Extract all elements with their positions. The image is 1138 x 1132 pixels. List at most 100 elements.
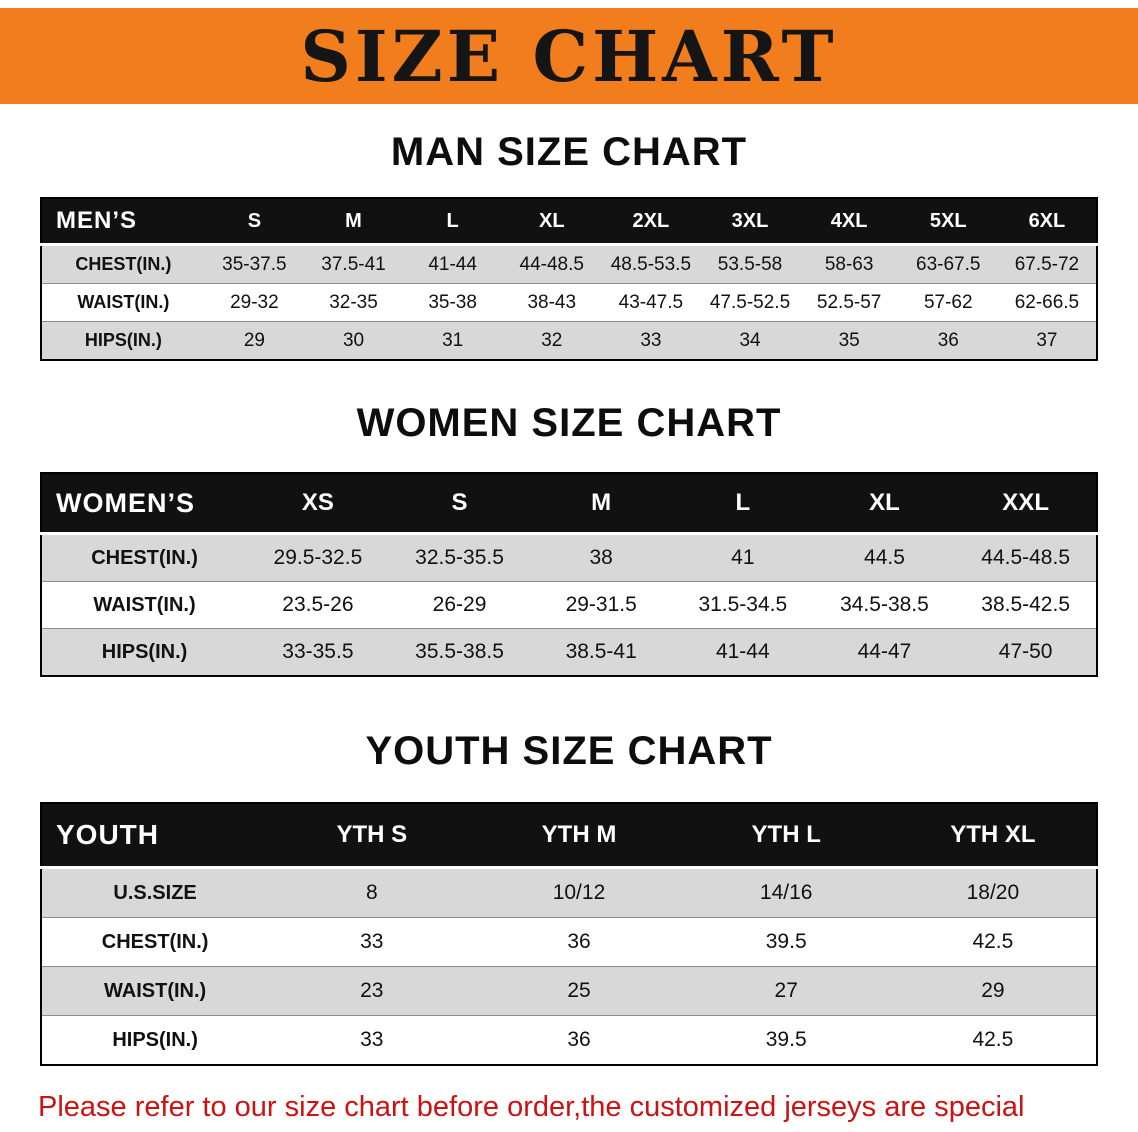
value-cell: 35.5-38.5 [388,628,531,676]
size-header-cell: XXL [955,473,1097,535]
size-header-cell: XL [813,473,956,535]
size-header-cell: YTH L [682,803,890,869]
size-header-cell: S [204,198,304,246]
value-cell: 63-67.5 [916,253,981,275]
table-row: HIPS(IN.) 29 30 31 32 33 34 35 36 37 [41,321,1097,360]
value-cell: 25 [475,966,683,1016]
value-cell: 57-62 [898,283,998,322]
row-label: HIPS(IN.) [41,1015,269,1065]
table-header-row: YOUTH YTH S YTH M YTH L YTH XL [41,803,1097,869]
value-cell: 14/16 [759,881,813,904]
size-header-cell: XS [247,473,389,535]
size-chart-page: { "banner": { "title": "SIZE CHART" }, "… [0,8,1138,1132]
size-header-cell: L [403,198,503,246]
value-cell: 32.5-35.5 [415,546,504,569]
size-header-cell: 4XL [799,198,899,246]
value-cell: 10/12 [552,881,606,904]
value-cell: 47.5-52.5 [700,283,800,322]
value-cell: 35 [799,321,899,360]
size-header-cell: 5XL [898,198,998,246]
size-header-cell: 3XL [700,198,800,246]
value-cell: 32 [502,321,602,360]
value-cell: 36 [475,917,683,967]
value-cell: 29.5-32.5 [273,546,363,569]
value-cell: 38.5-41 [530,628,672,676]
row-label: WAIST(IN.) [41,283,205,322]
size-header-cell: S [388,473,531,535]
size-header-cell: YTH XL [889,803,1097,869]
row-label: HIPS(IN.) [41,628,248,676]
value-cell: 44.5-48.5 [981,546,1071,569]
value-cell: 23 [268,966,476,1016]
value-cell: 62-66.5 [997,283,1097,322]
table-group-label: YOUTH [41,803,269,869]
value-cell: 43-47.5 [601,283,701,322]
value-cell: 42.5 [889,1015,1097,1065]
disclaimer-line-1: Please refer to our size chart before or… [38,1091,1025,1132]
value-cell: 38.5-42.5 [955,581,1097,629]
value-cell: 8 [365,881,378,904]
value-cell: 44-47 [813,628,956,676]
men-section-heading: MAN SIZE CHART [390,130,748,174]
value-cell: 38 [589,546,613,569]
table-row: WAIST(IN.) 29-32 32-35 35-38 38-43 43-47.5 47.… [41,283,1097,322]
value-cell: 27 [682,966,890,1016]
value-cell: 29 [889,966,1097,1016]
value-cell: 30 [303,321,404,360]
row-label: U.S.SIZE [113,881,197,904]
youth-size-section: YOUTH SIZE CHART YOUTH YTH S YTH M YTH L YTH… [0,729,1138,1066]
value-cell: 23.5-26 [247,581,389,629]
men-size-table: MEN’S S M L XL 2XL 3XL 4XL 5XL 6XL CHEST(IN.) 35-37… [40,197,1098,361]
row-label: CHEST(IN.) [41,917,269,967]
value-cell: 34.5-38.5 [813,581,956,629]
table-row: HIPS(IN.) 33 36 39.5 42.5 [41,1015,1097,1065]
table-group-label: MEN’S [41,198,205,246]
value-cell: 58-63 [824,253,874,275]
youth-size-table: YOUTH YTH S YTH M YTH L YTH XL U.S.SIZE 8 10/12… [40,802,1098,1066]
size-chart-banner: SIZE CHART [0,8,1138,104]
size-header-cell: M [530,473,672,535]
value-cell: 39.5 [682,1015,890,1065]
value-cell: 34 [700,321,800,360]
value-cell: 37 [997,321,1097,360]
value-cell: 29 [204,321,304,360]
row-label: CHEST(IN.) [91,546,198,569]
value-cell: 36 [475,1015,683,1065]
value-cell: 48.5-53.5 [610,253,692,275]
value-cell: 37.5-41 [321,253,386,275]
value-cell: 31 [403,321,503,360]
value-cell: 31.5-34.5 [672,581,814,629]
value-cell: 32-35 [303,283,404,322]
table-row: HIPS(IN.) 33-35.5 35.5-38.5 38.5-41 41-44 44-… [41,628,1097,676]
value-cell: 18/20 [966,881,1020,904]
women-size-section: WOMEN SIZE CHART WOMEN’S XS S M L XL XXL CHEST(… [0,401,1138,677]
row-label: WAIST(IN.) [41,966,269,1016]
value-cell: 53.5-58 [717,253,783,275]
size-header-cell: 6XL [997,198,1097,246]
value-cell: 67.5-72 [1014,253,1080,275]
value-cell: 29-32 [204,283,304,322]
size-header-cell: YTH S [268,803,476,869]
size-header-cell: L [672,473,814,535]
men-size-section: MAN SIZE CHART MEN’S S M L XL 2XL 3XL 4XL 5XL 6XL… [0,130,1138,361]
value-cell: 35-37.5 [222,253,287,275]
value-cell: 29-31.5 [530,581,672,629]
value-cell: 52.5-57 [799,283,899,322]
size-header-cell: M [303,198,404,246]
table-row: U.S.SIZE 8 10/12 14/16 18/20 [41,867,1097,918]
value-cell: 41-44 [672,628,814,676]
value-cell: 36 [898,321,998,360]
value-cell: 41 [731,546,755,569]
size-header-cell: YTH M [475,803,683,869]
row-label: WAIST(IN.) [41,581,248,629]
size-header-cell: 2XL [601,198,701,246]
table-header-row: MEN’S S M L XL 2XL 3XL 4XL 5XL 6XL [41,198,1097,246]
table-row: CHEST(IN.) 33 36 39.5 42.5 [41,917,1097,967]
table-group-label: WOMEN’S [41,473,248,535]
table-row: WAIST(IN.) 23 25 27 29 [41,966,1097,1016]
table-row: CHEST(IN.) 35-37.5 37.5-41 41-44 44-48.5 48.5… [41,244,1097,284]
value-cell: 39.5 [682,917,890,967]
value-cell: 44-48.5 [519,253,584,275]
table-row: WAIST(IN.) 23.5-26 26-29 29-31.5 31.5-34.5 34… [41,581,1097,629]
women-size-table: WOMEN’S XS S M L XL XXL CHEST(IN.) 29.5-32.5 32.5… [40,472,1098,677]
